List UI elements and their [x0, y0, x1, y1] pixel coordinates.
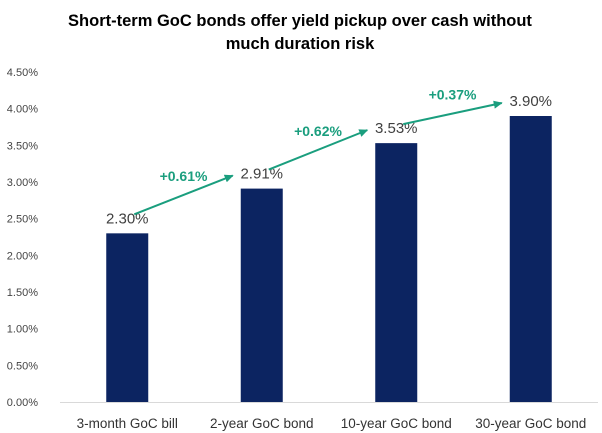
y-tick-label: 4.00%: [7, 104, 38, 116]
chart-title: Short-term GoC bonds offer yield pickup …: [60, 10, 540, 56]
bar-3: [375, 143, 418, 402]
change-label: +0.62%: [294, 123, 342, 139]
y-tick-label: 3.00%: [7, 177, 38, 189]
value-label: 3.53%: [375, 120, 418, 137]
y-tick-label: 4.50%: [7, 67, 38, 79]
change-arrow: [268, 129, 369, 171]
bar-1: [106, 233, 149, 402]
y-tick-label: 1.50%: [7, 287, 38, 299]
x-tick-label: 10-year GoC bond: [341, 416, 452, 431]
bars: [106, 116, 552, 402]
value-label: 2.30%: [106, 210, 149, 227]
change-label: +0.61%: [160, 168, 208, 184]
chart-title-line-2: much duration risk: [225, 35, 375, 53]
change-arrow: [133, 174, 234, 216]
y-tick-label: 0.00%: [7, 397, 38, 409]
x-tick-label: 3-month GoC bill: [77, 416, 178, 431]
value-labels: 2.30% 2.91% 3.53% 3.90%: [106, 93, 552, 227]
x-tick-label: 2-year GoC bond: [210, 416, 314, 431]
y-tick-label: 2.00%: [7, 250, 38, 262]
y-tick-label: 3.50%: [7, 140, 38, 152]
annotations: +0.61% +0.62% +0.37%: [133, 87, 503, 216]
bar-2: [240, 188, 283, 402]
change-label: +0.37%: [429, 87, 477, 103]
y-tick-label: 1.00%: [7, 324, 38, 336]
y-tick-label: 2.50%: [7, 214, 38, 226]
bar-4: [509, 116, 552, 402]
x-axis: 3-month GoC bill 2-year GoC bond 10-year G…: [60, 402, 598, 431]
value-label: 2.91%: [240, 166, 283, 183]
x-tick-label: 30-year GoC bond: [475, 416, 586, 431]
value-label: 3.90%: [509, 93, 552, 110]
chart-title-line-1: Short-term GoC bonds offer yield pickup …: [68, 12, 532, 30]
y-tick-label: 0.50%: [7, 360, 38, 372]
y-axis: 0.00% 0.50% 1.00% 1.50% 2.00% 2.50% 3.00% 3.50%…: [7, 67, 38, 409]
change-arrow: [403, 100, 503, 126]
